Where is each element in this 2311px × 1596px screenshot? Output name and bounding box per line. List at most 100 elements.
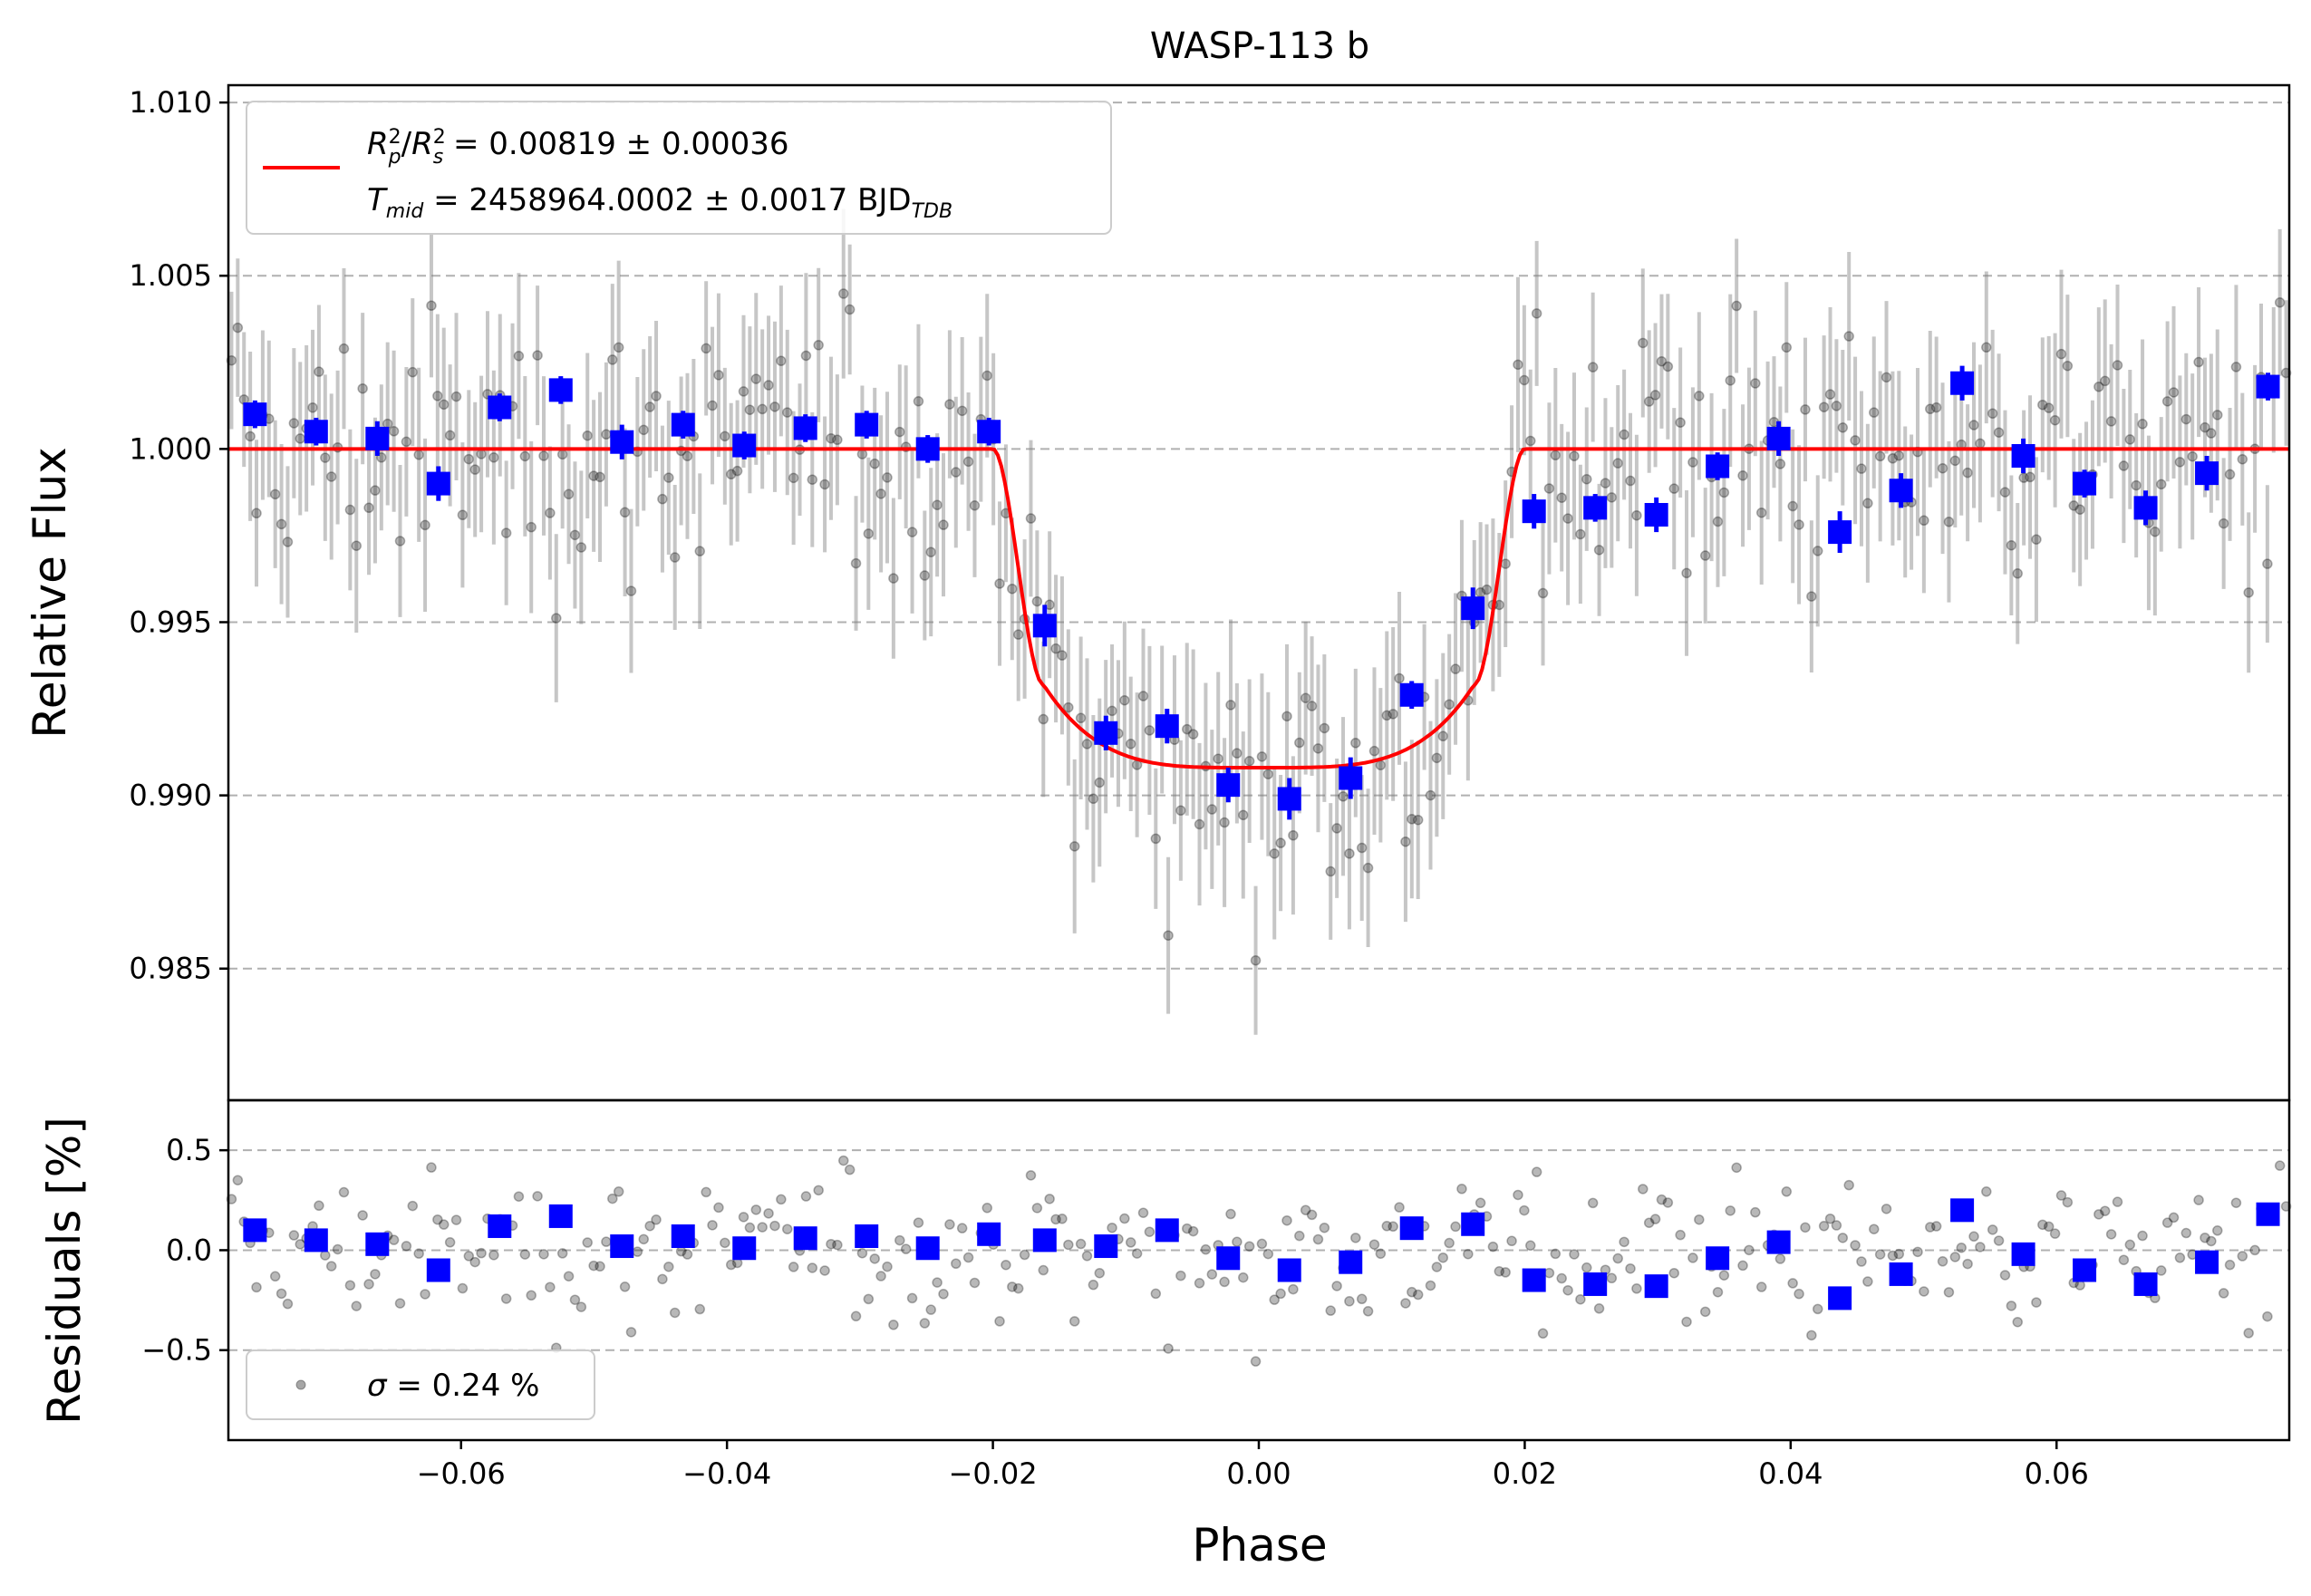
raw-residual-point: [469, 1256, 480, 1268]
raw-point: [663, 472, 674, 483]
raw-point: [288, 418, 300, 429]
binned-residual-point: [977, 1222, 1001, 1246]
raw-point: [2262, 558, 2273, 569]
raw-point: [1007, 583, 1018, 595]
raw-residual-point: [1331, 1281, 1342, 1291]
raw-residual-point: [1300, 1204, 1311, 1215]
raw-residual-point: [438, 1219, 450, 1230]
x-tick-label: 0.06: [2025, 1456, 2089, 1491]
raw-residual-point: [2006, 1301, 2017, 1311]
x-axis-label: Phase: [1192, 1519, 1327, 1572]
raw-residual-point: [575, 1301, 587, 1312]
raw-point: [1306, 701, 1318, 711]
raw-residual-point: [394, 1298, 406, 1309]
raw-residual-point: [832, 1239, 843, 1251]
raw-residual-point: [2224, 1259, 2236, 1271]
raw-point: [1606, 492, 1618, 503]
raw-point: [819, 479, 830, 490]
bottom-legend-box: [246, 1349, 595, 1420]
raw-point: [1107, 705, 1117, 717]
raw-residual-point: [1238, 1272, 1249, 1283]
raw-residual-point: [769, 1220, 780, 1232]
binned-point: [2256, 374, 2280, 399]
raw-point: [2137, 419, 2148, 430]
raw-residual-point: [1606, 1272, 1618, 1284]
legend-depth-exp-s: 2: [433, 126, 446, 149]
raw-residual-point: [276, 1288, 287, 1300]
top-legend: R2 p/R2 s = 0.00819 ± 0.00036 Tmid = 24589…: [246, 101, 1112, 235]
raw-point: [394, 536, 406, 547]
raw-residual-point: [1150, 1288, 1162, 1300]
raw-point: [925, 547, 936, 557]
binned-residual-point: [2073, 1258, 2097, 1282]
raw-point: [1325, 866, 1336, 877]
raw-point: [744, 404, 756, 415]
raw-point: [707, 400, 718, 411]
raw-residual-point: [1949, 1252, 1961, 1262]
raw-point: [757, 403, 768, 415]
raw-residual-point: [1975, 1242, 1986, 1253]
binned-residual-point: [793, 1226, 817, 1251]
raw-residual-point: [2218, 1288, 2229, 1299]
raw-point: [2230, 362, 2242, 372]
raw-residual-point: [2200, 1233, 2210, 1243]
raw-residual-point: [1662, 1197, 1674, 1208]
raw-residual-point: [826, 1238, 836, 1250]
raw-point: [1250, 954, 1262, 966]
raw-point: [2062, 360, 2074, 372]
raw-point: [2099, 375, 2111, 387]
raw-point: [1213, 753, 1223, 764]
raw-residual-point: [1912, 1246, 1923, 1258]
raw-point: [545, 508, 556, 518]
raw-point: [951, 467, 962, 478]
raw-residual-point: [669, 1307, 681, 1319]
raw-point: [1344, 848, 1355, 859]
legend-sigma-value: = 0.24 %: [387, 1368, 540, 1404]
binned-residual-point: [1155, 1218, 1179, 1243]
raw-residual-point: [725, 1259, 737, 1271]
raw-point: [1338, 791, 1349, 802]
binned-residual-point: [365, 1232, 390, 1256]
raw-point: [1968, 420, 1979, 430]
raw-residual-point: [1388, 1221, 1398, 1233]
raw-point: [2155, 479, 2167, 490]
raw-residual-point: [763, 1208, 774, 1219]
raw-data-points: [226, 208, 2292, 1035]
raw-residual-point: [2074, 1280, 2085, 1291]
raw-residual-point: [738, 1212, 749, 1223]
raw-residual-point: [1587, 1197, 1599, 1209]
raw-point: [426, 300, 437, 311]
binned-point: [1155, 714, 1179, 739]
raw-residual-point: [2124, 1239, 2136, 1251]
raw-residual-point: [2037, 1219, 2048, 1231]
binned-point: [2011, 444, 2035, 469]
top-y-tick-label: 1.005: [129, 258, 212, 293]
raw-residual-point: [2180, 1227, 2192, 1239]
raw-point: [276, 518, 287, 530]
raw-point: [776, 355, 787, 366]
raw-point: [1312, 743, 1324, 754]
binned-residual-point: [1399, 1216, 1424, 1241]
raw-point: [1163, 930, 1174, 941]
legend-tmid-symbol: T: [367, 182, 388, 218]
raw-residual-point: [1631, 1283, 1642, 1294]
raw-residual-point: [750, 1204, 762, 1215]
raw-point: [2006, 539, 2017, 551]
raw-point: [232, 322, 244, 334]
raw-point: [1869, 407, 1880, 418]
raw-point: [2037, 399, 2048, 411]
binned-point: [1950, 371, 1975, 395]
legend-depth-symbol-2: R: [411, 126, 433, 162]
raw-residual-point: [906, 1292, 918, 1304]
raw-point: [1731, 300, 1742, 312]
raw-point: [994, 578, 1005, 589]
raw-point: [2012, 568, 2023, 579]
raw-point: [1975, 438, 1986, 450]
binned-residual-point: [2195, 1250, 2219, 1274]
raw-point: [2074, 504, 2085, 515]
raw-point: [1225, 700, 1236, 711]
raw-point: [500, 527, 512, 538]
raw-residual-point: [1556, 1272, 1567, 1284]
raw-residual-point: [288, 1230, 300, 1241]
raw-residual-point: [1744, 1244, 1755, 1256]
